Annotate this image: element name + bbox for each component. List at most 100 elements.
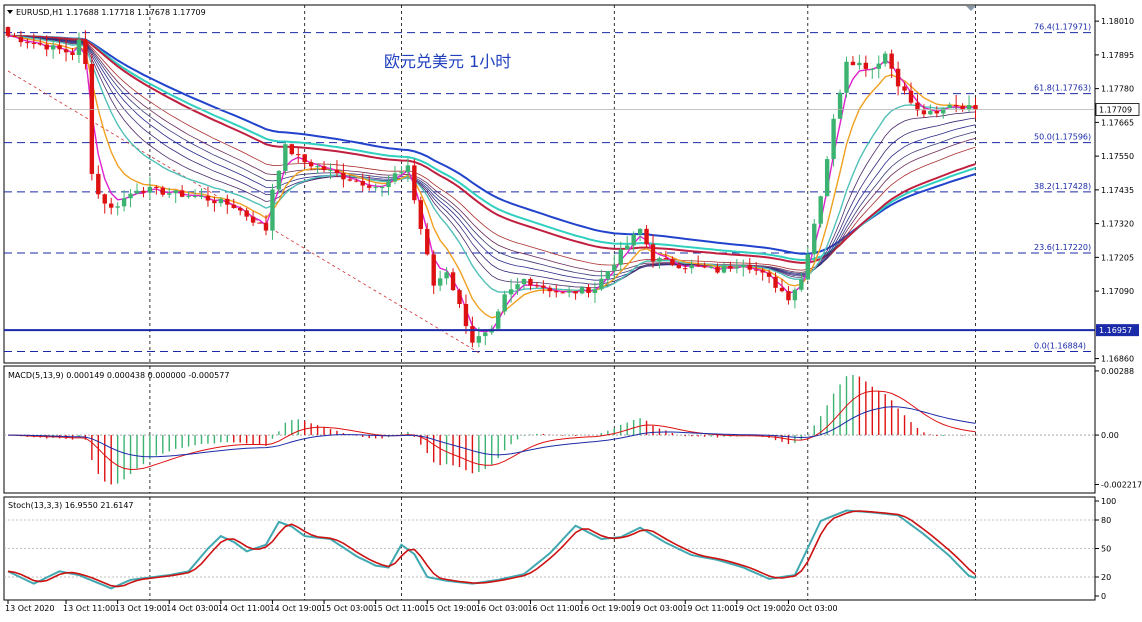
candle-body — [31, 42, 36, 44]
macd-tick-label: -0.002217 — [1101, 480, 1142, 489]
candle-body — [5, 27, 11, 36]
x-tick-label: 16 Oct 03:00 — [476, 604, 528, 613]
fib-label-3: 38.2(1.17428) — [1034, 182, 1091, 191]
stoch-tick-label: 100 — [1101, 497, 1116, 506]
candle-body — [296, 154, 301, 156]
candle-body — [437, 278, 443, 286]
candle-body — [276, 170, 282, 190]
candle-body — [766, 272, 772, 277]
candle-body — [457, 290, 462, 304]
candle-body — [786, 291, 791, 301]
candle-body — [321, 166, 327, 171]
candle-body — [50, 45, 56, 50]
candle-body — [63, 49, 69, 53]
candle-body — [857, 62, 862, 66]
candle-body — [231, 204, 236, 208]
candle-body — [947, 105, 952, 109]
macd-panel — [3, 365, 1096, 494]
candle-body — [670, 258, 675, 265]
price-tick-label: 1.17205 — [1101, 253, 1134, 262]
candle-body — [392, 173, 398, 182]
candle-body — [302, 154, 307, 163]
candle-body — [444, 272, 449, 279]
support-badge — [1096, 324, 1139, 337]
candle-body — [805, 254, 810, 280]
candle-body — [799, 279, 804, 290]
price-tick-label: 1.17665 — [1101, 118, 1134, 127]
x-tick-label: 15 Oct 19:00 — [424, 604, 476, 613]
candle-body — [566, 291, 572, 293]
candle-body — [579, 287, 585, 294]
candle-body — [934, 110, 939, 114]
stoch-tick-label: 50 — [1101, 545, 1111, 554]
candle-body — [592, 289, 598, 293]
macd-main-line — [8, 406, 976, 458]
x-tick-label: 13 Oct 11:00 — [63, 604, 115, 613]
candle-body — [754, 269, 759, 271]
candle-body — [812, 223, 817, 255]
candle-body — [612, 264, 617, 271]
price-tick-label: 1.17320 — [1101, 220, 1134, 229]
candle-body — [599, 278, 604, 290]
candle-body — [715, 266, 720, 273]
candle-body — [496, 311, 501, 329]
candle-body — [850, 61, 856, 66]
candle-body — [747, 264, 752, 270]
candle-body — [521, 278, 527, 285]
candle-body — [560, 292, 565, 294]
candle-body — [179, 190, 185, 197]
candle-body — [483, 332, 488, 337]
candle-body — [399, 172, 404, 174]
candle-body — [328, 169, 333, 171]
candle-body — [863, 62, 869, 69]
candle-body — [199, 195, 204, 197]
macd-tick-label: 0.00288 — [1101, 367, 1134, 376]
x-tick-label: 14 Oct 03:00 — [166, 604, 218, 613]
price-tick-label: 1.16860 — [1101, 355, 1134, 364]
macd-title: MACD(5,13,9) 0.000149 0.000438 0.000000 … — [8, 371, 229, 380]
candle-body — [147, 186, 153, 193]
candle-body — [657, 258, 662, 262]
stoch-tick-label: 20 — [1101, 573, 1111, 582]
candle-body — [102, 194, 107, 204]
candle-body — [212, 200, 217, 204]
candle-body — [883, 53, 888, 64]
candle-body — [431, 254, 436, 286]
candle-body — [721, 265, 727, 273]
candle-body — [160, 187, 165, 195]
candle-body — [463, 303, 469, 327]
candle-body — [824, 159, 830, 197]
candle-body — [89, 64, 95, 174]
candle-body — [450, 272, 456, 291]
price-tick-label: 1.17550 — [1101, 152, 1134, 161]
candle-body — [115, 206, 120, 208]
candle-body — [12, 35, 17, 38]
candle-body — [928, 110, 933, 115]
candle-body — [689, 265, 694, 269]
x-tick-label: 19 Oct 03:00 — [631, 604, 683, 613]
candle-body — [57, 45, 62, 50]
candle-body — [741, 264, 746, 268]
candle-body — [637, 228, 643, 235]
ma-teal — [7, 35, 976, 293]
candle-body — [876, 63, 881, 69]
candle-body — [915, 102, 920, 111]
candle-body — [96, 173, 101, 195]
candle-body — [895, 68, 901, 87]
candle-body — [154, 186, 159, 188]
candle-body — [953, 105, 959, 107]
x-tick-label: 16 Oct 11:00 — [527, 604, 579, 613]
candle-body — [554, 291, 559, 293]
candle-body — [960, 105, 965, 110]
candle-body — [618, 249, 623, 265]
trend-line — [7, 70, 480, 354]
candle-body — [734, 267, 740, 269]
candle-body — [534, 285, 540, 287]
candle-body — [760, 270, 765, 273]
candle-body — [134, 190, 140, 194]
candle-body — [625, 245, 630, 250]
price-tick-label: 1.17090 — [1101, 287, 1134, 296]
candle-body — [334, 169, 340, 174]
candle-body — [244, 210, 249, 217]
